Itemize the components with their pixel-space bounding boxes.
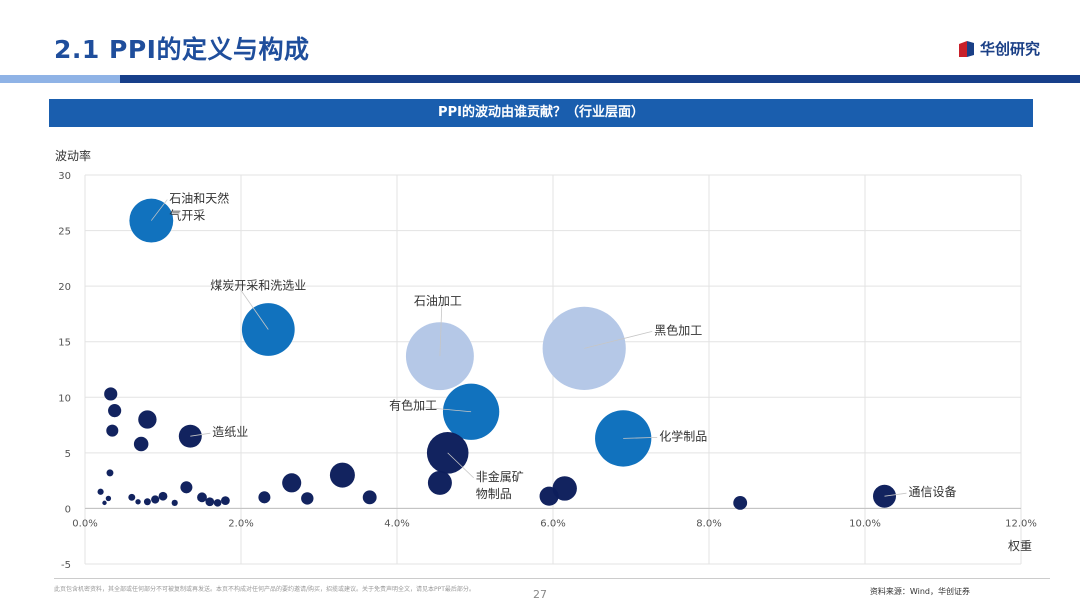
logo-icon xyxy=(958,40,974,57)
bubble-point xyxy=(105,495,112,502)
bubble-point xyxy=(539,486,559,506)
logo-text: 华创研究 xyxy=(979,40,1040,58)
bubble-chart: 0.0% 2.0% 4.0% 6.0% 8.0% 10.0% 12.0% -5 0 5 10 15 20… xyxy=(55,148,1037,571)
label-leader xyxy=(584,330,653,349)
bubble-point xyxy=(158,491,168,501)
bubble-point xyxy=(362,490,377,505)
x-axis-title: 权重 xyxy=(1008,539,1032,553)
x-tick-label: 6.0% xyxy=(540,518,565,529)
bubble-point xyxy=(180,481,193,494)
bubble-point xyxy=(213,499,222,507)
bubble-label: 非金属矿 xyxy=(476,469,524,484)
bubble-point xyxy=(128,493,136,501)
y-tick-label: 10 xyxy=(58,393,71,404)
label-leader xyxy=(884,492,907,497)
y-tick-label: 5 xyxy=(65,449,71,460)
bubble-point xyxy=(552,476,577,501)
bubble-point xyxy=(205,497,215,507)
bubble-point xyxy=(102,500,107,506)
header-divider xyxy=(0,75,1080,83)
source-note: 资料来源：Wind，华创证券 xyxy=(869,587,970,596)
bubble-point xyxy=(135,499,141,505)
bubble-label: 有色加工 xyxy=(389,399,437,413)
label-leader xyxy=(150,199,168,221)
bubble-point xyxy=(151,495,160,504)
bubble-point xyxy=(197,492,207,503)
label-leader xyxy=(439,302,443,357)
bubble-point xyxy=(106,424,119,437)
x-tick-label: 12.0% xyxy=(1005,518,1037,529)
label-leader xyxy=(447,452,474,479)
bubble-point xyxy=(171,499,178,506)
bubble-label: 化学制品 xyxy=(659,428,707,443)
bubble-label: 煤炭开采和洗选业 xyxy=(210,278,306,292)
y-tick-label: 25 xyxy=(58,227,71,238)
bubble-point xyxy=(282,473,302,493)
bubble-point xyxy=(733,495,748,510)
bubble-point xyxy=(427,470,452,495)
bubble-point xyxy=(329,462,355,488)
bubble-point xyxy=(133,436,149,452)
bubble-point xyxy=(442,383,500,440)
disclaimer-text: 此页包含机密资料，其全部或任何部分不可被复制或再发送。本页不构成对任何产品的要约… xyxy=(54,586,475,593)
bubble-point xyxy=(108,404,122,418)
x-tick-label: 2.0% xyxy=(228,518,253,529)
label-leader xyxy=(623,437,658,439)
bubble-point xyxy=(258,491,271,504)
y-tick-label: 30 xyxy=(58,171,71,182)
bubble-label: 造纸业 xyxy=(212,425,248,439)
label-leader xyxy=(237,286,269,330)
company-logo: 华创研究 xyxy=(957,38,1040,59)
bubble-label: 石油和天然 xyxy=(169,191,229,206)
bubble-point xyxy=(138,410,157,429)
page-title: 2.1 PPI的定义与构成 xyxy=(54,35,310,64)
footer-divider xyxy=(54,578,1050,579)
bubble-point xyxy=(97,488,104,495)
bubble-label: 石油加工 xyxy=(414,294,462,308)
y-tick-label: 20 xyxy=(58,282,71,293)
page-number: 27 xyxy=(533,588,547,601)
bubble-point xyxy=(106,469,114,477)
bubble-label: 物制品 xyxy=(476,487,512,501)
y-tick-label: 15 xyxy=(58,338,71,349)
label-leader xyxy=(417,406,472,413)
bubble-label: 黑色加工 xyxy=(654,323,702,337)
bubble-point xyxy=(221,496,230,506)
bubble-point xyxy=(143,498,151,506)
bubble-point xyxy=(301,492,314,505)
bubble-point xyxy=(595,410,652,467)
bubble-label: 气开采 xyxy=(169,208,205,223)
x-tick-label: 8.0% xyxy=(696,518,721,529)
x-tick-label: 0.0% xyxy=(72,518,97,529)
bubble-point xyxy=(542,306,626,390)
x-tick-label: 4.0% xyxy=(384,518,409,529)
chart-banner: PPI的波动由谁贡献？（行业层面） xyxy=(49,99,1033,127)
y-tick-label: 0 xyxy=(65,504,71,515)
bubble-label: 通信设备 xyxy=(909,485,957,499)
y-axis-title: 波动率 xyxy=(55,148,91,163)
label-leader xyxy=(190,432,211,437)
bubble-point xyxy=(104,387,118,401)
x-tick-label: 10.0% xyxy=(849,518,881,529)
y-tick-label: -5 xyxy=(61,560,71,571)
